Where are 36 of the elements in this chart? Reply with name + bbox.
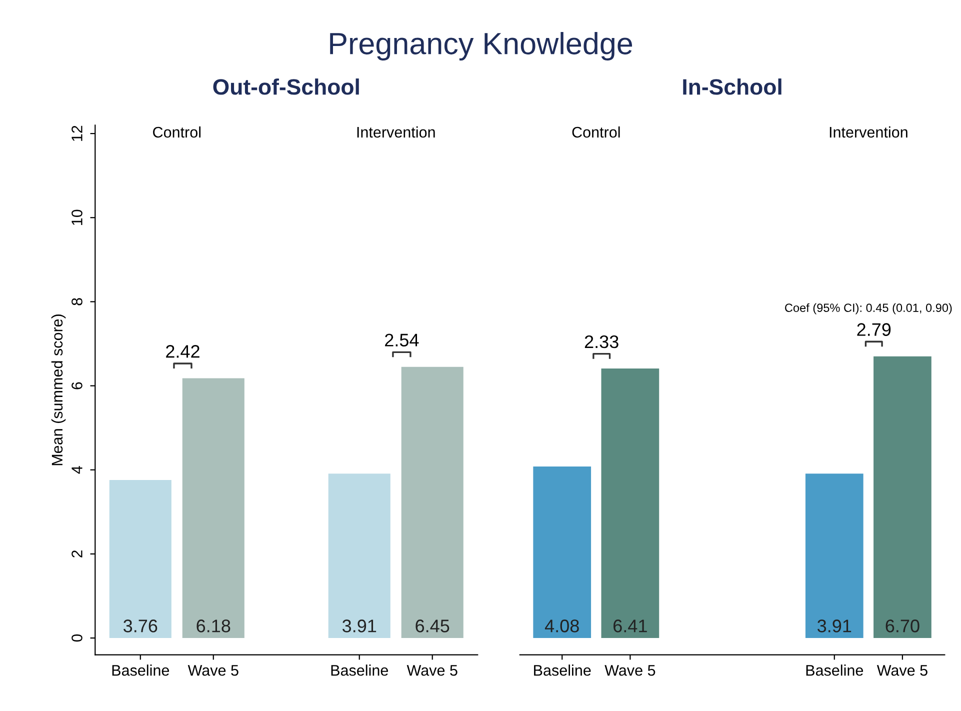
data-label: 6.70 <box>886 620 920 632</box>
data-label: 6.45 <box>416 620 450 632</box>
data-label: 3.91 <box>342 620 376 632</box>
text: 2.79 <box>857 323 891 336</box>
text: Coef (95% CI): 0.45 (0.01, 0.90) <box>785 303 952 314</box>
y-tick-label: 12 <box>72 126 82 141</box>
chart-title: Pregnancy Knowledge <box>330 32 632 60</box>
annotation: Intervention <box>357 126 435 138</box>
y-tick-label: 8 <box>72 298 82 306</box>
text: Intervention <box>830 126 908 138</box>
data-label: 3.76 <box>124 620 158 632</box>
annotation: Control <box>153 126 200 138</box>
y-tick-label: 4 <box>72 466 82 474</box>
x-tick-label: Baseline <box>534 664 591 676</box>
y-tick-label: 6 <box>72 382 82 390</box>
x-tick-label: Wave 5 <box>876 665 928 676</box>
text: 2.33 <box>584 335 618 348</box>
x-tick-label: Baseline <box>112 664 170 676</box>
data-label: 6.41 <box>614 620 647 632</box>
x-tick-label: Wave 5 <box>406 665 458 676</box>
data-label: 3.91 <box>818 620 852 632</box>
chart-subtitle: Out-of-School <box>213 78 359 95</box>
x-tick-label: Wave 5 <box>604 665 656 676</box>
y-tick-label: 10 <box>72 210 82 225</box>
annotation: 2.54 <box>385 334 419 346</box>
annotation: 2.42 <box>166 345 200 358</box>
x-tick-label: Baseline <box>331 664 388 676</box>
data-label: 4.08 <box>544 620 579 632</box>
y-axis-title: Mean (summed score) <box>51 314 66 466</box>
data-label: 6.18 <box>196 620 230 632</box>
text: Control <box>572 126 620 138</box>
y-tick-label: 2 <box>72 550 82 558</box>
chart-subtitle: In-School <box>683 78 782 95</box>
y-tick-label: 0 <box>72 634 82 642</box>
x-tick-label: Baseline <box>806 664 864 676</box>
x-tick-label: Wave 5 <box>188 665 238 676</box>
